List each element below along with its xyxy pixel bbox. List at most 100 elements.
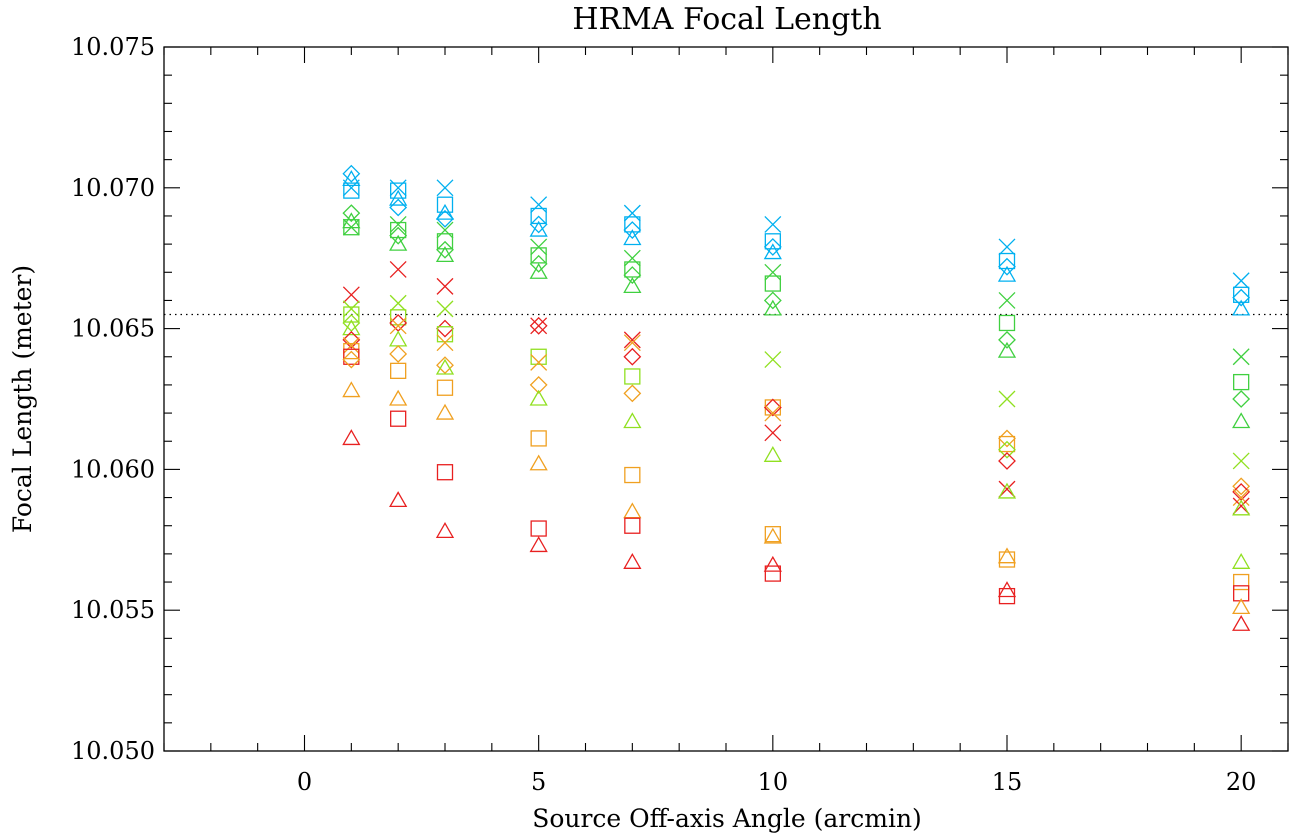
axis-tick-labels: 0 5 10 15 20 10.050 10.055 10.060 10.065 10.070 10… <box>71 33 1256 796</box>
data-point-square <box>390 362 407 379</box>
data-point-diamond <box>623 221 642 239</box>
data-point-triangle <box>1232 553 1251 569</box>
data-point-triangle <box>435 522 455 539</box>
data-point-x <box>1232 452 1250 470</box>
data-point-diamond <box>436 209 454 228</box>
data-point-x <box>530 317 548 335</box>
data-point-square <box>343 182 360 199</box>
data-point-square <box>998 314 1016 332</box>
data-point-diamond <box>529 254 548 273</box>
data-point-diamond <box>623 266 642 285</box>
chart-title: HRMA Focal Length <box>572 2 881 37</box>
data-point-diamond <box>998 330 1016 349</box>
data-point-triangle <box>623 277 642 294</box>
data-point-triangle <box>529 262 548 279</box>
y-tick-label: 10.050 <box>71 737 155 765</box>
data-point-triangle <box>342 381 361 398</box>
data-point-triangle <box>435 203 455 220</box>
data-point-diamond <box>342 350 361 369</box>
data-point-triangle <box>389 330 408 347</box>
data-point-triangle <box>389 189 408 206</box>
data-point-diamond <box>436 240 454 259</box>
data-point-diamond <box>389 345 408 363</box>
data-point-x <box>389 261 407 278</box>
data-point-triangle <box>1232 499 1251 516</box>
data-point-x <box>530 238 548 256</box>
data-point-x <box>764 263 782 281</box>
data-point-triangle <box>342 319 361 336</box>
data-point-x <box>623 334 641 352</box>
data-point-diamond <box>436 356 454 375</box>
data-point-triangle <box>529 536 548 553</box>
data-point-diamond <box>342 164 361 183</box>
data-point-triangle <box>529 454 548 471</box>
data-point-square <box>1233 573 1250 591</box>
data-point-triangle <box>997 547 1017 564</box>
data-point-x <box>436 277 454 295</box>
data-point-x <box>342 337 360 354</box>
data-point-triangle <box>997 341 1017 358</box>
data-point-square <box>1233 286 1250 303</box>
data-point-diamond <box>763 238 782 256</box>
data-point-diamond <box>529 215 548 234</box>
data-point-x <box>623 249 641 267</box>
y-axis-label: Focal Length (meter) <box>8 265 37 533</box>
data-point-diamond <box>998 452 1016 470</box>
data-point-square <box>436 326 454 343</box>
data-point-triangle <box>623 412 642 429</box>
data-point-x <box>530 353 548 371</box>
axis-ticks <box>163 46 1289 752</box>
x-axis-label: Source Off-axis Angle (arcmin) <box>532 804 922 833</box>
data-point-square <box>343 348 360 365</box>
data-point-square <box>624 261 641 278</box>
data-point-triangle <box>997 581 1017 598</box>
data-point-diamond <box>998 257 1016 276</box>
data-point-square <box>390 221 407 239</box>
data-point-square <box>530 348 547 365</box>
data-point-diamond <box>342 314 361 332</box>
data-point-diamond <box>998 429 1016 448</box>
data-point-x <box>623 331 641 349</box>
data-point-square <box>436 196 454 213</box>
data-point-diamond <box>1232 288 1251 307</box>
data-point-square <box>624 517 641 534</box>
data-point-diamond <box>1232 390 1251 408</box>
y-tick-label: 10.075 <box>71 33 155 61</box>
x-tick-label: 20 <box>1226 768 1257 796</box>
y-tick-label: 10.065 <box>71 315 155 343</box>
data-point-x <box>764 215 782 233</box>
data-point-diamond <box>389 314 408 332</box>
data-point-diamond <box>1232 477 1251 496</box>
data-point-triangle <box>435 403 455 420</box>
data-point-square <box>436 233 454 250</box>
data-point-square <box>998 252 1016 270</box>
data-point-x <box>1232 348 1250 366</box>
data-point-triangle <box>529 389 548 406</box>
data-point-square <box>530 247 547 264</box>
data-point-square <box>764 526 781 543</box>
x-tick-label: 10 <box>758 768 789 796</box>
data-point-square <box>530 430 547 447</box>
data-point-x <box>1232 272 1250 290</box>
data-point-x <box>998 238 1016 256</box>
data-point-x <box>389 317 407 335</box>
data-point-triangle <box>529 220 548 237</box>
data-point-x <box>436 300 454 318</box>
data-point-diamond <box>998 440 1016 459</box>
data-point-triangle <box>1232 614 1251 631</box>
data-point-triangle <box>389 491 408 508</box>
data-point-x <box>530 196 548 214</box>
data-point-x <box>389 179 407 197</box>
data-point-triangle <box>623 553 642 569</box>
data-point-triangle <box>623 229 642 246</box>
data-point-diamond <box>623 347 642 366</box>
data-point-triangle <box>1232 598 1251 615</box>
data-point-x <box>342 286 360 304</box>
data-point-x <box>764 351 782 369</box>
data-point-triangle <box>435 246 455 263</box>
data-point-diamond <box>623 384 642 403</box>
data-point-diamond <box>763 291 782 310</box>
data-point-diamond <box>389 226 408 245</box>
data-point-square <box>998 551 1016 568</box>
data-point-x <box>1232 489 1250 507</box>
